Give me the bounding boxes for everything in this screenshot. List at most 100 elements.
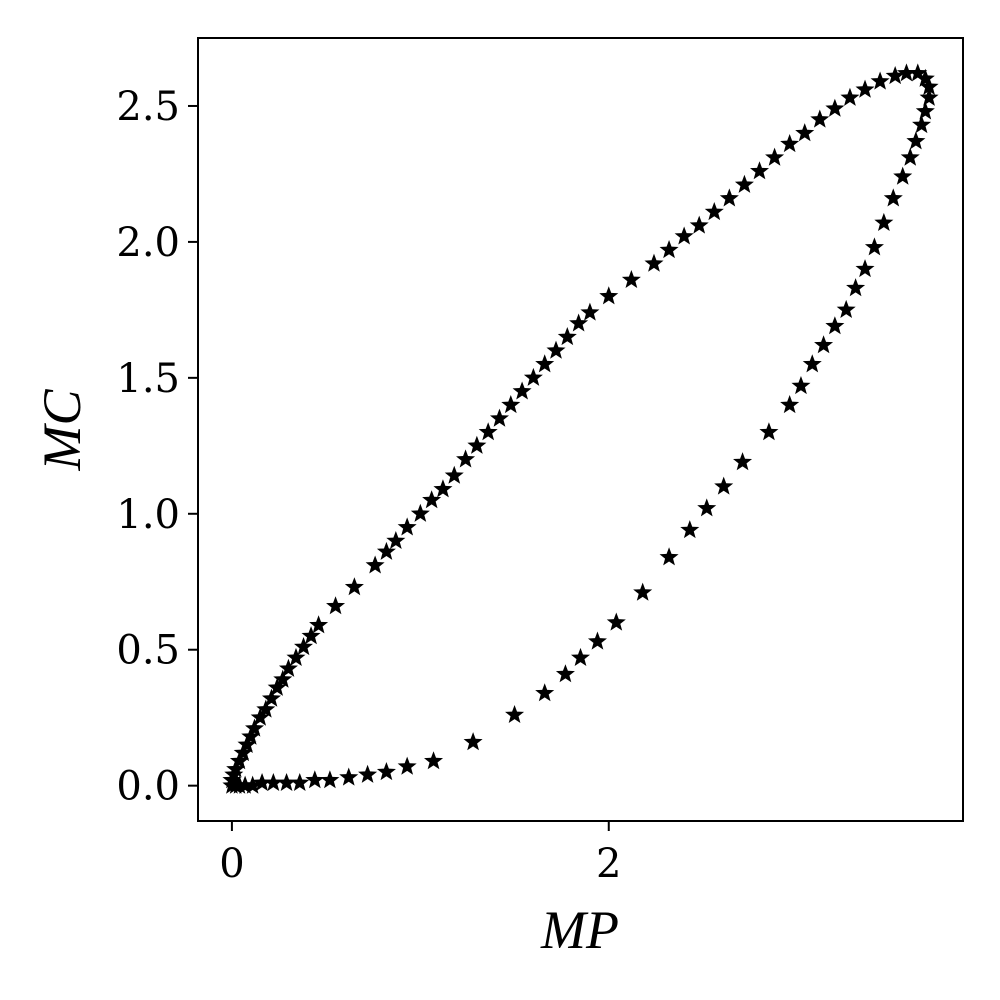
data-point-star: [912, 115, 932, 134]
data-point-star: [386, 530, 406, 550]
data-point-star: [836, 299, 856, 318]
data-point-star: [870, 71, 890, 90]
data-point-star: [358, 764, 378, 783]
data-point-star: [846, 278, 866, 297]
data-point-star: [697, 498, 717, 517]
data-point-star: [555, 664, 575, 683]
data-point-star: [780, 134, 800, 153]
data-point-star: [501, 395, 521, 414]
data-point-star: [689, 215, 709, 234]
data-point-star: [535, 683, 555, 702]
data-point-star: [463, 732, 483, 751]
data-point-star: [546, 340, 566, 359]
data-point-star: [339, 767, 359, 786]
data-point-star: [237, 734, 257, 753]
data-point-star: [261, 688, 281, 707]
data-point-star: [478, 422, 498, 441]
data-point-star: [659, 547, 679, 566]
data-point-star: [433, 479, 453, 498]
data-point-star: [535, 354, 555, 373]
data-point-star: [226, 759, 246, 778]
data-point-star: [229, 751, 249, 770]
data-point-star: [802, 354, 822, 373]
x-tick-label: 0: [219, 841, 244, 887]
data-point-star: [883, 188, 903, 207]
y-tick-label: 0.0: [116, 764, 180, 810]
data-point-star: [263, 772, 283, 792]
data-point-star: [908, 63, 928, 82]
data-point-star: [309, 615, 329, 634]
x-axis-label: MP: [540, 900, 619, 960]
data-point-star: [256, 699, 276, 718]
data-point-star: [749, 161, 770, 180]
data-point-star: [344, 577, 364, 596]
data-point-star: [376, 541, 396, 560]
y-tick-label: 0.5: [116, 628, 180, 674]
y-axis-label: MC: [32, 389, 92, 472]
x-tick-label: 2: [596, 841, 621, 887]
data-point-star: [674, 226, 694, 245]
data-point-star: [900, 147, 920, 166]
data-point-star: [587, 631, 607, 650]
y-tick-label: 1.0: [116, 492, 180, 538]
y-tick-label: 1.5: [116, 356, 180, 402]
data-point-star: [245, 718, 265, 737]
data-point-star: [326, 596, 346, 615]
data-point-star: [277, 772, 297, 792]
data-point-star: [252, 772, 272, 792]
data-point-star: [714, 476, 734, 495]
data-point-star: [633, 582, 653, 601]
data-point-star: [580, 302, 600, 321]
data-point-star: [765, 147, 785, 166]
data-point-star: [896, 63, 916, 82]
data-point-star: [825, 316, 845, 335]
plot-frame: [197, 37, 964, 822]
data-point-star: [919, 87, 939, 106]
data-point-star: [810, 109, 830, 128]
data-point-star: [680, 520, 700, 539]
data-point-star: [719, 188, 739, 207]
data-point-star: [250, 707, 270, 726]
axis-ticks: 0 2 0.0 0.5 1.0 1.5 2.0 2.5: [116, 84, 621, 887]
data-point-star: [644, 253, 664, 272]
data-point-star: [855, 259, 875, 278]
data-point-star: [885, 66, 905, 85]
data-points: [222, 63, 939, 794]
data-point-star: [569, 313, 589, 332]
data-point-star: [599, 286, 619, 305]
data-point-star: [523, 367, 543, 386]
data-point-star: [444, 465, 464, 484]
data-point-star: [606, 612, 626, 631]
data-point-star: [864, 237, 884, 256]
data-point-star: [814, 335, 834, 354]
data-point-star: [791, 376, 811, 395]
data-point-star: [906, 131, 926, 150]
data-point-star: [267, 677, 287, 696]
data-point-star: [422, 490, 442, 509]
data-point-star: [505, 704, 525, 724]
data-point-star: [874, 212, 894, 231]
data-point-star: [570, 647, 591, 666]
data-point-star: [456, 449, 476, 468]
data-point-star: [733, 452, 753, 471]
data-point-star: [397, 517, 417, 536]
data-point-star: [397, 756, 417, 775]
data-point-star: [825, 98, 845, 117]
data-point-star: [294, 637, 314, 656]
data-point-star: [273, 669, 293, 688]
data-point-star: [278, 658, 298, 677]
data-point-star: [840, 87, 860, 106]
data-point-star: [621, 269, 641, 289]
data-point-star: [286, 647, 306, 666]
y-tick-label: 2.5: [116, 84, 180, 130]
data-point-star: [855, 79, 875, 98]
data-point-star: [780, 395, 800, 414]
data-point-star: [305, 770, 325, 789]
data-point-star: [290, 772, 310, 792]
data-point-star: [893, 166, 913, 185]
data-point-star: [915, 68, 935, 87]
data-point-star: [241, 726, 261, 745]
data-point-star: [734, 174, 754, 193]
data-point-star: [376, 762, 396, 781]
